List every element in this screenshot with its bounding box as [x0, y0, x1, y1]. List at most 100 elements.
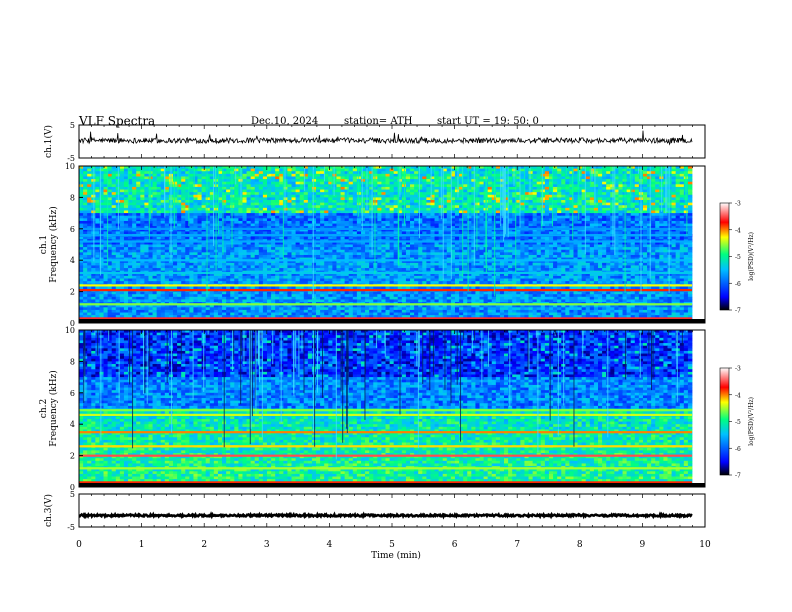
spectrogram-cell: [320, 192, 325, 196]
spectrogram-cell: [495, 189, 501, 193]
spectrogram-cell: [365, 220, 370, 224]
spectrogram-cell: [426, 228, 431, 232]
spectrogram-cell: [136, 226, 141, 230]
spectrogram-cell: [536, 192, 542, 196]
spectrogram-cell: [311, 202, 317, 206]
spectrogram-cell: [561, 166, 566, 170]
spectrogram-cell: [172, 168, 178, 172]
spectrogram-cell: [242, 244, 247, 248]
spectrogram-cell: [119, 200, 125, 204]
spectrogram-cell: [242, 231, 247, 235]
spectrogram-cell: [508, 247, 513, 251]
spectrogram-cell: [389, 220, 395, 224]
spectrogram-cell: [475, 171, 480, 175]
spectrogram-cell: [459, 179, 464, 183]
spectrogram-cell: [226, 244, 231, 248]
spectrogram-cell: [209, 210, 215, 214]
spectrogram-cell: [352, 223, 358, 227]
spectrogram-cell: [675, 179, 681, 183]
spectrogram-cell: [602, 247, 607, 251]
spectrogram-cell: [152, 202, 158, 206]
spectrogram-cell: [520, 189, 525, 193]
spectrogram-cell: [172, 189, 178, 193]
spectrogram-cell: [544, 186, 550, 190]
spectrogram-cell: [279, 166, 284, 170]
spectrogram-cell: [189, 231, 194, 235]
spectrogram-cell: [279, 202, 284, 206]
spectrogram-cell: [377, 197, 382, 201]
spectrogram-cell: [585, 218, 591, 222]
spectrogram-cell: [512, 236, 517, 240]
spectrogram-cell: [655, 218, 660, 222]
spectrogram-cell: [254, 176, 260, 180]
spectrogram-cell: [275, 220, 280, 224]
spectrogram-cell: [561, 189, 566, 193]
spectrogram-cell: [602, 210, 607, 214]
spectrogram-cell: [246, 249, 252, 253]
spectrogram-cell: [548, 171, 554, 175]
spectrogram-cell: [475, 205, 480, 209]
spectrogram-cell: [132, 189, 137, 193]
spectrogram-cell: [593, 168, 599, 172]
spectrogram-cell: [164, 247, 170, 251]
spectrogram-cell: [307, 249, 313, 253]
spectrogram-cell: [454, 194, 460, 198]
spectrogram-cell: [679, 223, 685, 227]
spectrogram-cell: [279, 220, 284, 224]
spectrogram-cell: [287, 218, 292, 222]
spectrogram-cell: [332, 171, 337, 175]
spectrogram-cell: [316, 213, 321, 217]
spectrogram-cell: [548, 202, 554, 206]
spectrogram-cell: [426, 223, 431, 227]
spectrogram-cell: [164, 231, 170, 235]
spectrogram-cell: [618, 226, 623, 230]
spectrogram-cell: [557, 181, 562, 185]
spectrogram-cell: [128, 210, 133, 214]
spectrogram-cell: [479, 200, 484, 204]
spectrogram-cell: [532, 192, 538, 196]
spectrogram-cell: [103, 186, 109, 190]
spectrogram-cell: [299, 173, 305, 177]
spectrogram-cell: [589, 210, 595, 214]
spectrogram-cell: [291, 192, 296, 196]
spectrogram-cell: [79, 223, 84, 227]
spectrogram-cell: [487, 207, 493, 211]
spectrogram-cell: [687, 171, 693, 175]
spectrogram-cell: [279, 168, 284, 172]
spectrogram-cell: [266, 226, 272, 230]
spectrogram-cell: [123, 171, 129, 175]
spectrogram-cell: [385, 171, 390, 175]
spectrogram-cell: [573, 189, 578, 193]
spectrogram-cell: [532, 189, 538, 193]
spectrogram-cell: [618, 210, 623, 214]
spectrogram-cell: [99, 194, 104, 198]
spectrogram-cell: [606, 202, 611, 206]
spectrogram-cell: [340, 228, 346, 232]
spectrogram-cell: [123, 241, 129, 245]
spectrogram-cell: [226, 194, 231, 198]
spectrogram-cell: [585, 186, 591, 190]
spectrogram-cell: [172, 247, 178, 251]
spectrogram-cell: [679, 236, 685, 240]
spectrogram-cell: [573, 231, 578, 235]
spectrogram-cell: [275, 197, 280, 201]
spectrogram-cell: [675, 194, 681, 198]
spectrogram-cell: [119, 231, 125, 235]
spectrogram-cell: [307, 228, 313, 232]
spectrogram-cell: [381, 210, 386, 214]
spectrogram-cell: [266, 220, 272, 224]
spectrogram-cell: [634, 226, 640, 230]
spectrogram-cell: [593, 186, 599, 190]
spectrogram-cell: [316, 171, 321, 175]
spectrogram-cell: [320, 184, 325, 188]
spectrogram-cell: [275, 236, 280, 240]
spectrogram-cell: [189, 215, 194, 219]
spectrogram-cell: [181, 197, 186, 201]
spectrogram-cell: [532, 173, 538, 177]
spectrogram-cell: [642, 184, 648, 188]
spectrogram-cell: [177, 176, 182, 180]
spectrogram-cell: [634, 247, 640, 251]
spectrogram-cell: [99, 226, 104, 230]
spectrogram-cell: [381, 215, 386, 219]
spectrogram-cell: [557, 228, 562, 232]
